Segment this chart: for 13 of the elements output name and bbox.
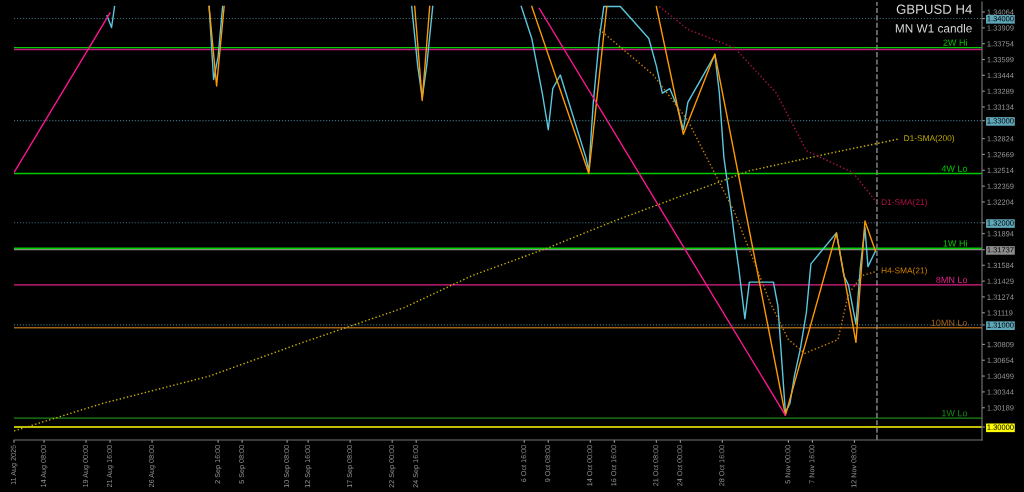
ref-line-label: 1W Hi xyxy=(943,239,967,247)
text: MN W1 candle xyxy=(895,23,972,33)
line-series xyxy=(658,5,878,204)
chart-title: GBPUSD H4 xyxy=(896,4,972,14)
line-series xyxy=(598,28,878,354)
ref-line-label: 1W Lo xyxy=(942,410,968,417)
series-label: D1-SMA(200) xyxy=(904,134,955,143)
ref-line-label: 10MN Lo xyxy=(931,319,968,326)
ref-line-label: 8MN Lo xyxy=(936,276,968,284)
ref-line-label: 4W Lo xyxy=(941,165,968,172)
series-label: D1-SMA(21) xyxy=(881,198,927,207)
ref-line-label: 2W Hi xyxy=(943,39,967,46)
series-label: H4-SMA(21) xyxy=(881,267,927,276)
